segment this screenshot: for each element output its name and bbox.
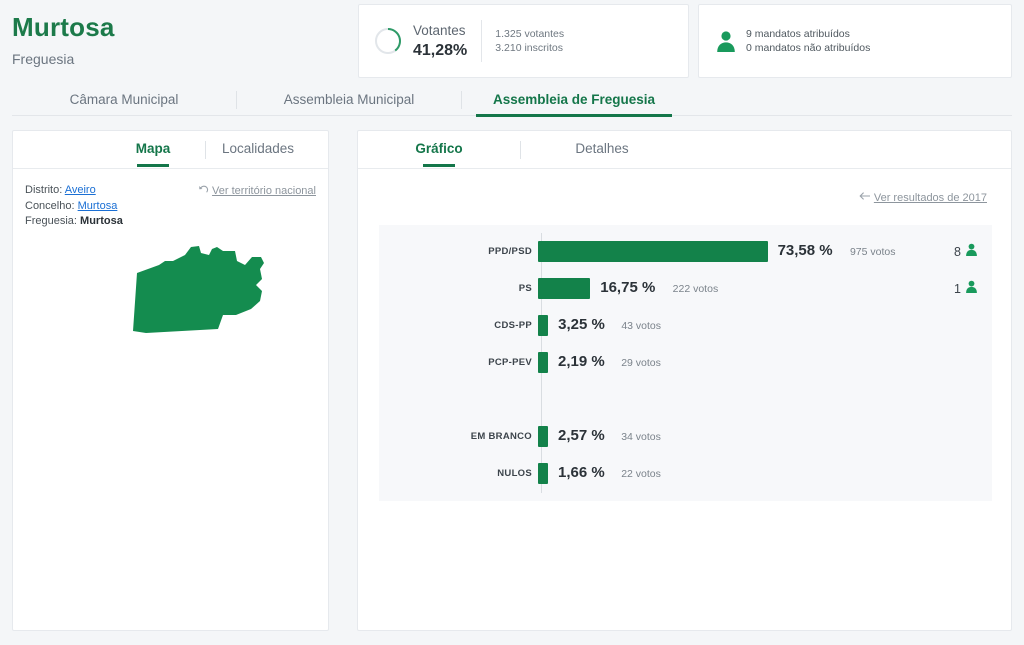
bar-fill: [538, 315, 549, 336]
tab-assembleia-freguesia[interactable]: Assembleia de Freguesia: [462, 84, 686, 117]
ver-2017-label: Ver resultados de 2017: [873, 192, 987, 204]
tab-detalhes[interactable]: Detalhes: [575, 141, 629, 156]
votantes-detail-block: 1.325 votantes 3.210 inscritos: [495, 27, 564, 55]
results-panel: Gráfico Detalhes Ver resultados de 2017 …: [357, 130, 1012, 631]
votantes-count: 1.325 votantes: [495, 28, 565, 40]
bar-track: 73,58 % 975 votos 8: [537, 233, 992, 270]
tab-grafico[interactable]: Gráfico: [358, 131, 520, 169]
bar-track: 16,75 % 222 votos 1: [537, 270, 992, 307]
bar-party-label: EM BRANCO: [470, 431, 532, 442]
undo-arrow-icon: [199, 185, 209, 193]
bar-party-label: NULOS: [497, 468, 532, 479]
main-tab-bar: Câmara Municipal Assembleia Municipal As…: [12, 84, 1012, 117]
map-svg: [133, 246, 264, 333]
person-icon: [965, 279, 978, 299]
mandatos-stat-card: 9 mandatos atribuídos 0 mandatos não atr…: [698, 4, 1012, 78]
votantes-text: Votantes 41,28%: [413, 22, 467, 61]
votantes-stat-card: Votantes 41,28% 1.325 votantes 3.210 ins…: [358, 4, 689, 78]
results-panel-tab-bar: Gráfico Detalhes: [358, 131, 1011, 169]
concelho-link[interactable]: Murtosa: [77, 199, 118, 212]
ver-territorio-label: Ver território nacional: [212, 185, 316, 197]
bar-party-label: PCP-PEV: [488, 357, 532, 368]
bar-fill: [538, 241, 768, 262]
map-region-murtosa[interactable]: [133, 246, 264, 333]
bar-fill: [538, 278, 591, 299]
page-title: Murtosa: [12, 12, 115, 42]
arrow-left-icon: [859, 192, 870, 200]
bar-votes-label: 29 votos: [621, 357, 661, 369]
bar-percent-label: 73,58 %: [777, 242, 833, 259]
tab-assembleia-municipal[interactable]: Assembleia Municipal: [283, 92, 415, 107]
location-distrito: Distrito: Aveiro: [25, 183, 123, 199]
bar-percent-label: 16,75 %: [600, 279, 656, 296]
title-block: Murtosa Freguesia: [12, 12, 115, 70]
results-bar-chart: PPD/PSD 73,58 % 975 votos 8 PS 16,75 % 222 vot…: [379, 225, 992, 501]
votantes-label: Votantes: [413, 22, 466, 38]
inscritos-count: 3.210 inscritos: [495, 42, 563, 54]
bar-row[interactable]: PPD/PSD 73,58 % 975 votos 8: [379, 233, 992, 270]
bar-fill: [538, 352, 548, 373]
location-concelho: Concelho: Murtosa: [25, 199, 123, 215]
municipality-map[interactable]: [13, 241, 328, 621]
seats-count: 8: [954, 245, 961, 259]
bar-votes-label: 975 votos: [849, 246, 896, 258]
donut-progress-icon: [373, 26, 403, 56]
bar-track: 1,66 % 22 votos: [537, 455, 992, 492]
bar-seats: 8: [954, 242, 978, 262]
bar-party-label: PS: [518, 283, 532, 294]
bar-fill: [538, 463, 548, 484]
bar-seats: 1: [954, 279, 978, 299]
mandatos-text: 9 mandatos atribuídos 0 mandatos não atr…: [746, 27, 870, 55]
location-freguesia: Freguesia: Murtosa: [25, 214, 123, 230]
distrito-link[interactable]: Aveiro: [64, 184, 96, 196]
concelho-label: Concelho:: [25, 199, 75, 212]
bar-percent-label: 2,57 %: [558, 427, 605, 444]
bar-row[interactable]: PCP-PEV 2,19 % 29 votos: [379, 344, 992, 381]
bar-row[interactable]: NULOS 1,66 % 22 votos: [379, 455, 992, 492]
bar-party-label: PPD/PSD: [488, 246, 532, 257]
distrito-label: Distrito:: [25, 184, 63, 196]
map-panel: Mapa Localidades Distrito: Aveiro Concel…: [12, 130, 329, 631]
bar-votes-label: 34 votos: [621, 431, 661, 443]
tab-divider: [236, 91, 237, 109]
votantes-percent: 41,28%: [413, 41, 468, 59]
bar-row[interactable]: EM BRANCO 2,57 % 34 votos: [379, 418, 992, 455]
bar-party-label: CDS-PP: [494, 320, 532, 331]
vertical-divider: [481, 20, 483, 62]
bar-track: 3,25 % 43 votos: [537, 307, 992, 344]
freguesia-label: Freguesia:: [25, 215, 77, 227]
mandatos-nao-atribuidos: 0 mandatos não atribuídos: [746, 42, 871, 54]
person-icon: [715, 28, 737, 54]
bar-percent-label: 1,66 %: [558, 464, 605, 481]
page-header: Murtosa Freguesia Votantes 41,28% 1.325 …: [0, 0, 1024, 82]
seats-count: 1: [954, 282, 961, 296]
bar-percent-label: 3,25 %: [558, 316, 605, 333]
freguesia-value: Murtosa: [80, 215, 123, 227]
bar-percent-label: 2,19 %: [558, 353, 605, 370]
location-breadcrumb: Distrito: Aveiro Concelho: Murtosa Fregu…: [25, 183, 123, 230]
tab-divider: [461, 91, 462, 109]
bar-votes-label: 222 votos: [672, 283, 719, 295]
map-panel-tab-bar: Mapa Localidades: [13, 131, 328, 169]
person-icon: [965, 242, 978, 262]
bar-votes-label: 22 votos: [621, 468, 661, 480]
bar-row[interactable]: PS 16,75 % 222 votos 1: [379, 270, 992, 307]
page-subtitle: Freguesia: [12, 51, 75, 67]
tab-divider: [205, 141, 206, 159]
ver-territorio-nacional-link[interactable]: Ver território nacional: [198, 184, 316, 197]
tab-localidades[interactable]: Localidades: [221, 141, 295, 156]
tab-camara-municipal[interactable]: Câmara Municipal: [69, 92, 179, 107]
tab-divider: [520, 141, 521, 159]
mandatos-atribuidos: 9 mandatos atribuídos: [746, 28, 850, 40]
bar-row[interactable]: CDS-PP 3,25 % 43 votos: [379, 307, 992, 344]
bar-votes-label: 43 votos: [621, 320, 662, 332]
bar-fill: [538, 426, 548, 447]
ver-resultados-2017-link[interactable]: Ver resultados de 2017: [859, 191, 987, 204]
bar-track: 2,57 % 34 votos: [537, 418, 992, 455]
tab-mapa[interactable]: Mapa: [101, 131, 205, 169]
bar-track: 2,19 % 29 votos: [537, 344, 992, 381]
chart-rows-container: PPD/PSD 73,58 % 975 votos 8 PS 16,75 % 222 vot…: [379, 225, 992, 501]
